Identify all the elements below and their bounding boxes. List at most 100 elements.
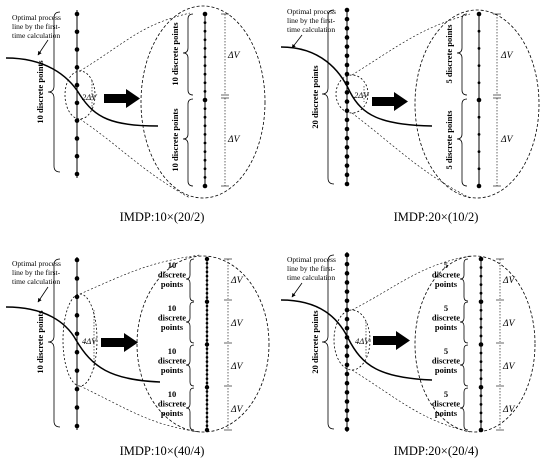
- dv-label-4: ΔV: [230, 405, 244, 415]
- process-line-label: Optimal process line by the first- time …: [287, 7, 336, 34]
- discrete-point: [477, 29, 481, 33]
- group-brace-4: [459, 387, 469, 431]
- discrete-point: [205, 415, 209, 419]
- discrete-point: [203, 124, 207, 128]
- discrete-point: [479, 351, 483, 355]
- group-label-line: 10: [168, 346, 177, 356]
- discrete-point: [205, 266, 209, 269]
- left-label: 10 discrete points: [35, 310, 45, 374]
- discrete-point: [74, 153, 80, 159]
- dv-label-3: ΔV: [502, 362, 516, 372]
- connector-top: [79, 254, 201, 295]
- boundary-point: [204, 385, 210, 390]
- discrete-point: [205, 283, 209, 286]
- discrete-point: [203, 158, 207, 162]
- group-label-line: discrete: [432, 313, 460, 323]
- group-label-line: discrete: [158, 270, 186, 280]
- process-line-label-1: Optimal process: [287, 255, 336, 264]
- process-line-label-2: line by the first-: [12, 268, 61, 277]
- panel-caption: IMDP:20×(20/4): [394, 444, 479, 458]
- discrete-point: [203, 47, 207, 50]
- panel-caption: IMDP:10×(40/4): [120, 444, 205, 458]
- group-label-line: discrete: [158, 399, 186, 409]
- connector-top: [79, 12, 191, 72]
- discrete-point: [344, 426, 350, 432]
- discrete-point: [205, 261, 209, 265]
- group-brace-2: [456, 98, 468, 187]
- discrete-point: [344, 172, 350, 178]
- discrete-point: [205, 356, 209, 359]
- discrete-point: [205, 304, 209, 308]
- discrete-point: [344, 80, 350, 86]
- boundary-point: [204, 299, 210, 304]
- discrete-point: [205, 330, 209, 333]
- discrete-point: [344, 380, 350, 386]
- left-brace: [321, 9, 335, 185]
- process-line-label-3: time calculation: [287, 25, 335, 34]
- process-line-label-3: time calculation: [287, 273, 335, 282]
- discrete-point: [205, 394, 209, 398]
- left-dots: [344, 7, 350, 187]
- group-label-line: points: [435, 365, 458, 375]
- dv-label-1: ΔV: [502, 276, 516, 286]
- discrete-point: [344, 252, 350, 258]
- discrete-point: [203, 150, 207, 154]
- discrete-point: [74, 171, 80, 177]
- discrete-point: [203, 38, 207, 42]
- group-brace-3: [459, 344, 469, 387]
- discrete-point: [205, 347, 209, 351]
- discrete-point: [205, 287, 209, 291]
- dv-label-2: ΔV: [227, 135, 241, 145]
- zoom-ellipse-large: [414, 255, 536, 433]
- discrete-point: [203, 29, 207, 33]
- dv-label-2: ΔV: [230, 319, 244, 329]
- dv-label-2: ΔV: [502, 319, 516, 329]
- discrete-point: [479, 368, 483, 372]
- discrete-point: [203, 167, 207, 171]
- panel-caption: IMDP:20×(10/2): [394, 210, 479, 224]
- discrete-point: [344, 163, 350, 168]
- boundary-point: [202, 11, 208, 17]
- discrete-point: [205, 351, 209, 355]
- group-label-line: 5: [444, 303, 448, 313]
- discrete-point: [477, 167, 481, 171]
- zoom-arrow: [101, 333, 138, 352]
- group-brace-1: [182, 13, 194, 96]
- discrete-point: [205, 407, 209, 410]
- discrete-point: [479, 394, 483, 398]
- dv-label-4: ΔV: [502, 405, 516, 415]
- dv-label-2: ΔV: [500, 135, 514, 145]
- zoom-label: 2ΔV: [354, 90, 370, 100]
- discrete-point: [477, 64, 481, 67]
- zoom-ellipse-large: [414, 9, 540, 199]
- discrete-point: [479, 274, 483, 278]
- discrete-point: [74, 294, 80, 300]
- boundary-point: [478, 256, 484, 262]
- process-line-label-2: line by the first-: [287, 16, 336, 25]
- zoom-ellipse-large: [140, 5, 266, 199]
- discrete-point: [344, 71, 350, 77]
- zoom-arrow: [104, 89, 140, 108]
- discrete-point: [344, 362, 350, 368]
- boundary-point: [204, 342, 210, 347]
- discrete-point: [205, 398, 209, 402]
- discrete-point: [205, 424, 209, 428]
- discrete-point: [479, 317, 483, 321]
- discrete-point: [74, 331, 80, 337]
- discrete-point: [205, 411, 209, 415]
- discrete-point: [203, 141, 207, 145]
- discrete-point: [344, 145, 350, 150]
- discrete-point: [205, 313, 209, 316]
- discrete-point: [344, 325, 350, 331]
- discrete-point: [344, 271, 350, 276]
- group-label-line: points: [161, 322, 184, 332]
- discrete-point: [477, 81, 481, 85]
- group-label-line: points: [161, 365, 184, 375]
- right-dots: [478, 256, 484, 433]
- boundary-point: [478, 342, 484, 347]
- discrete-point: [479, 334, 483, 338]
